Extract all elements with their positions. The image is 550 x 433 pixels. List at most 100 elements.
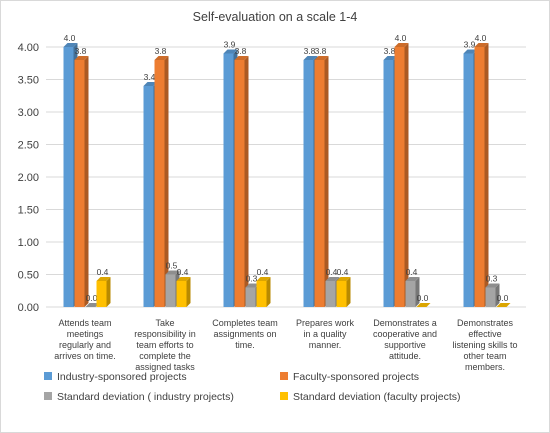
bar-top bbox=[496, 303, 511, 307]
data-label: 0.0 bbox=[497, 293, 509, 303]
legend-item: Standard deviation ( industry projects) bbox=[44, 391, 234, 403]
bar-side bbox=[106, 277, 111, 307]
y-tick-label: 0.00 bbox=[18, 302, 39, 314]
bar-top bbox=[96, 277, 111, 281]
legend-label: Standard deviation (faculty projects) bbox=[293, 391, 461, 403]
data-label: 3.8 bbox=[235, 46, 247, 56]
chart-title: Self-evaluation on a scale 1-4 bbox=[192, 10, 358, 24]
bar bbox=[336, 281, 347, 307]
legend-swatch bbox=[280, 372, 288, 380]
bar bbox=[463, 53, 474, 307]
bar bbox=[394, 47, 405, 307]
data-label: 3.9 bbox=[464, 40, 476, 50]
bar-side bbox=[164, 56, 169, 307]
data-label: 4.0 bbox=[475, 33, 487, 43]
legend-swatch bbox=[280, 392, 288, 400]
x-tick-label: Take responsibility in team efforts to c… bbox=[134, 318, 196, 372]
bar-top bbox=[314, 56, 329, 60]
bar-side bbox=[484, 43, 489, 307]
bar-top bbox=[63, 43, 78, 47]
legend-label: Standard deviation ( industry projects) bbox=[57, 391, 234, 403]
y-tick-label: 1.00 bbox=[18, 237, 39, 249]
data-label: 3.8 bbox=[315, 46, 327, 56]
x-tick-label: Demonstrates effective listening skills … bbox=[452, 318, 518, 372]
y-tick-label: 2.50 bbox=[18, 140, 39, 152]
bar-top bbox=[485, 283, 500, 288]
bar bbox=[325, 281, 336, 307]
bar-side bbox=[415, 277, 420, 307]
legend-swatch bbox=[44, 392, 52, 400]
legend-label: Faculty-sponsored projects bbox=[293, 371, 420, 383]
data-label: 0.3 bbox=[246, 274, 258, 284]
bar-top bbox=[474, 43, 489, 47]
bar bbox=[143, 86, 154, 307]
data-label: 0.4 bbox=[97, 267, 109, 277]
bar bbox=[74, 60, 85, 307]
bar-top bbox=[245, 283, 260, 288]
legend-label: Industry-sponsored projects bbox=[57, 371, 187, 383]
x-tick-label: Prepares work in a quality manner. bbox=[295, 318, 355, 350]
bar bbox=[96, 281, 107, 307]
bar bbox=[223, 53, 234, 307]
bar-side bbox=[495, 283, 500, 307]
bar-side bbox=[266, 277, 271, 307]
data-label: 0.4 bbox=[177, 267, 189, 277]
bar bbox=[63, 47, 74, 307]
bar-top bbox=[165, 270, 180, 275]
x-tick-label: Completes team assignments on time. bbox=[212, 318, 278, 350]
data-label: 0.0 bbox=[86, 293, 98, 303]
bar-top bbox=[383, 56, 398, 60]
data-label: 0.3 bbox=[486, 274, 498, 284]
bar-side bbox=[346, 277, 351, 307]
x-tick-label: Demonstrates a cooperative and supportiv… bbox=[372, 318, 438, 361]
data-label: 0.4 bbox=[406, 267, 418, 277]
data-label: 4.0 bbox=[395, 33, 407, 43]
bar bbox=[474, 47, 485, 307]
y-tick-label: 3.50 bbox=[18, 75, 39, 87]
data-label: 4.0 bbox=[64, 33, 76, 43]
bar bbox=[154, 60, 165, 307]
bar-top bbox=[416, 303, 431, 307]
bar bbox=[485, 287, 496, 307]
bar-top bbox=[176, 277, 191, 281]
bar bbox=[314, 60, 325, 307]
bar-top bbox=[74, 56, 89, 60]
bar-top bbox=[256, 277, 271, 281]
bar-top bbox=[234, 56, 249, 60]
data-label: 3.8 bbox=[304, 46, 316, 56]
data-label: 0.5 bbox=[166, 261, 178, 271]
bar bbox=[256, 281, 267, 307]
bar-top bbox=[143, 82, 158, 86]
bar-top bbox=[463, 49, 478, 54]
legend-item: Standard deviation (faculty projects) bbox=[280, 391, 461, 403]
bar-top bbox=[336, 277, 351, 281]
y-tick-label: 3.00 bbox=[18, 107, 39, 119]
bar-top bbox=[325, 277, 340, 281]
data-label: 3.4 bbox=[144, 72, 156, 82]
bar-side bbox=[84, 56, 89, 307]
bar-top bbox=[394, 43, 409, 47]
bar-side bbox=[324, 56, 329, 307]
bar bbox=[234, 60, 245, 307]
data-label: 3.8 bbox=[384, 46, 396, 56]
bar bbox=[405, 281, 416, 307]
x-tick-label: Attends team meetings regularly and arri… bbox=[54, 318, 116, 361]
bar bbox=[176, 281, 187, 307]
bar bbox=[245, 287, 256, 307]
data-label: 0.0 bbox=[417, 293, 429, 303]
legend-item: Industry-sponsored projects bbox=[44, 371, 187, 383]
bar-side bbox=[244, 56, 249, 307]
data-label: 0.4 bbox=[337, 267, 349, 277]
bar bbox=[165, 274, 176, 307]
data-label: 3.8 bbox=[155, 46, 167, 56]
bar bbox=[303, 60, 314, 307]
bar-top bbox=[303, 56, 318, 60]
legend-item: Faculty-sponsored projects bbox=[280, 371, 419, 383]
data-label: 0.4 bbox=[326, 267, 338, 277]
bar-top bbox=[405, 277, 420, 281]
y-tick-label: 0.50 bbox=[18, 270, 39, 282]
legend-swatch bbox=[44, 372, 52, 380]
bar bbox=[383, 60, 394, 307]
